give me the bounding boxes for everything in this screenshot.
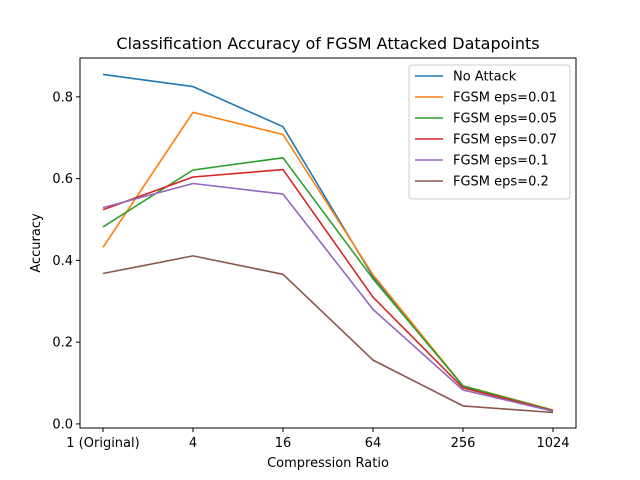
y-tick-label: 0.4: [52, 254, 73, 269]
plot-frame: [79, 57, 577, 429]
legend-label: FGSM eps=0.01: [453, 91, 557, 106]
x-tick-label: 16: [275, 436, 292, 451]
legend-label: FGSM eps=0.07: [453, 133, 557, 148]
legend-label: FGSM eps=0.05: [453, 112, 557, 127]
y-axis-label: Accuracy: [29, 213, 44, 273]
x-tick-label: 1 (Original): [66, 436, 139, 451]
x-axis: 1 (Original) 4 16 64 256 1024: [66, 428, 570, 451]
y-tick-label: 0.0: [52, 417, 73, 432]
x-tick-label: 4: [189, 436, 197, 451]
y-tick-label: 0.8: [52, 90, 73, 105]
y-axis: 0.0 0.2 0.4 0.6 0.8: [52, 90, 80, 432]
y-tick-label: 0.6: [52, 172, 73, 187]
legend-frame: [408, 64, 571, 200]
x-tick-label: 64: [365, 436, 382, 451]
legend-label: No Attack: [453, 70, 517, 85]
legend: No Attack FGSM eps=0.01 FGSM eps=0.05 FGSM …: [408, 64, 571, 200]
series-line-4: [102, 182, 554, 412]
y-tick-label: 0.2: [52, 336, 73, 351]
series-lines: [102, 73, 554, 414]
series-line-2: [102, 157, 554, 412]
series-line-5: [102, 255, 554, 414]
chart-title: Classification Accuracy of FGSM Attacked…: [116, 34, 539, 53]
x-tick-label: 256: [451, 436, 476, 451]
legend-label: FGSM eps=0.2: [453, 175, 549, 190]
x-axis-label: Compression Ratio: [267, 456, 389, 471]
x-tick-label: 1024: [536, 436, 569, 451]
series-line-3: [102, 168, 554, 412]
legend-label: FGSM eps=0.1: [453, 154, 549, 169]
